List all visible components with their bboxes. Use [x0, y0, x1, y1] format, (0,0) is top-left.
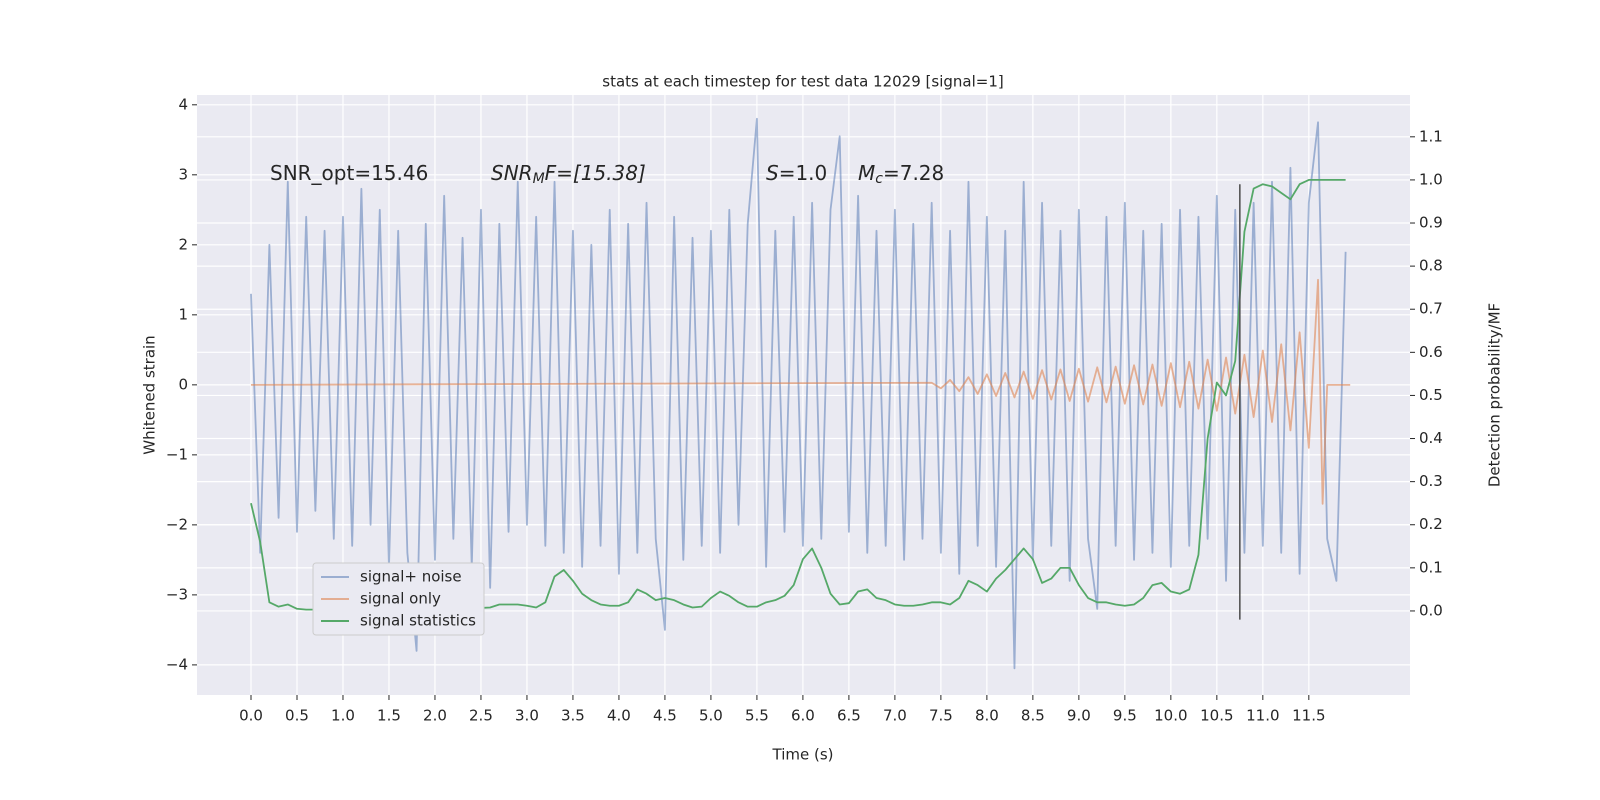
- y2-tick-label: 0.7: [1419, 300, 1443, 318]
- annotation-part: =7.28: [883, 161, 944, 185]
- y-tick-label: 3: [178, 165, 188, 183]
- annotation-part: S: [766, 161, 779, 185]
- y2-tick-label: 0.2: [1419, 515, 1443, 533]
- y2-tick-label: 0.0: [1419, 601, 1443, 619]
- legend-label: signal statistics: [360, 612, 476, 630]
- x-tick-label: 10.5: [1200, 707, 1233, 725]
- x-tick-label: 8.5: [1021, 707, 1045, 725]
- legend-label: signal only: [360, 590, 441, 608]
- series-line: [250, 117, 1347, 670]
- x-tick-label: 8.0: [975, 707, 999, 725]
- y2-axis-label: Detection probability/MF: [1486, 303, 1504, 487]
- x-tick-label: 1.0: [331, 707, 355, 725]
- x-tick-label: 4.5: [653, 707, 677, 725]
- annotation-part: M: [533, 171, 545, 187]
- y-tick-label: 4: [178, 95, 188, 113]
- y-tick-label: 1: [178, 305, 188, 323]
- annotation: SNR_opt=15.46: [270, 161, 428, 185]
- annotation: SNRMF=[15.38]: [491, 161, 646, 188]
- y2-tick-label: 0.9: [1419, 214, 1443, 232]
- annotation-part: M: [858, 161, 875, 185]
- annotation: S=1.0: [766, 161, 827, 185]
- annotation: Mc=7.28: [858, 161, 944, 188]
- legend-box: [312, 562, 485, 636]
- x-tick-label: 2.0: [423, 707, 447, 725]
- x-tick-label: 3.5: [561, 707, 585, 725]
- annotation-part: SNR: [491, 161, 533, 185]
- y2-tick-label: 0.8: [1419, 257, 1443, 275]
- x-tick-label: 9.0: [1067, 707, 1091, 725]
- y-tick-label: 0: [178, 375, 188, 393]
- annotation-part: F=[15.38]: [545, 161, 646, 185]
- x-tick-label: 0.0: [239, 707, 263, 725]
- y-tick-label: −1: [166, 445, 188, 463]
- x-tick-label: 6.0: [791, 707, 815, 725]
- y-tick-label: −3: [166, 585, 188, 603]
- x-axis-label: Time (s): [772, 746, 834, 764]
- x-tick-label: 9.5: [1113, 707, 1137, 725]
- x-tick-label: 5.5: [745, 707, 769, 725]
- annotation-part: c: [875, 171, 883, 187]
- x-tick-label: 7.5: [929, 707, 953, 725]
- y-tick-label: −2: [166, 515, 188, 533]
- chart-title: stats at each timestep for test data 120…: [602, 73, 1003, 91]
- y2-tick-label: 0.5: [1419, 386, 1443, 404]
- y2-tick-label: 1.1: [1419, 127, 1443, 145]
- y2-tick-label: 1.0: [1419, 170, 1443, 188]
- x-tick-label: 5.0: [699, 707, 723, 725]
- y2-tick-label: 0.6: [1419, 343, 1443, 361]
- x-tick-label: 10.0: [1154, 707, 1187, 725]
- y2-tick-label: 0.4: [1419, 429, 1443, 447]
- x-tick-label: 2.5: [469, 707, 493, 725]
- y-axis-label: Whitened strain: [141, 335, 159, 454]
- y-tick-label: 2: [178, 235, 188, 253]
- x-tick-label: 11.5: [1292, 707, 1325, 725]
- x-tick-label: 0.5: [285, 707, 309, 725]
- x-tick-label: 11.0: [1246, 707, 1279, 725]
- x-tick-label: 6.5: [837, 707, 861, 725]
- x-tick-label: 1.5: [377, 707, 401, 725]
- legend-label: signal+ noise: [360, 568, 462, 586]
- y2-tick-label: 0.1: [1419, 558, 1443, 576]
- y-tick-label: −4: [166, 655, 188, 673]
- annotation-part: =1.0: [779, 161, 828, 185]
- x-tick-label: 3.0: [515, 707, 539, 725]
- series-line: [250, 278, 1351, 505]
- y2-tick-label: 0.3: [1419, 472, 1443, 490]
- legend: signal+ noise signal only signal statistic…: [312, 562, 485, 636]
- x-tick-label: 7.0: [883, 707, 907, 725]
- x-tick-label: 4.0: [607, 707, 631, 725]
- annotation-part: SNR_opt=15.46: [270, 161, 428, 185]
